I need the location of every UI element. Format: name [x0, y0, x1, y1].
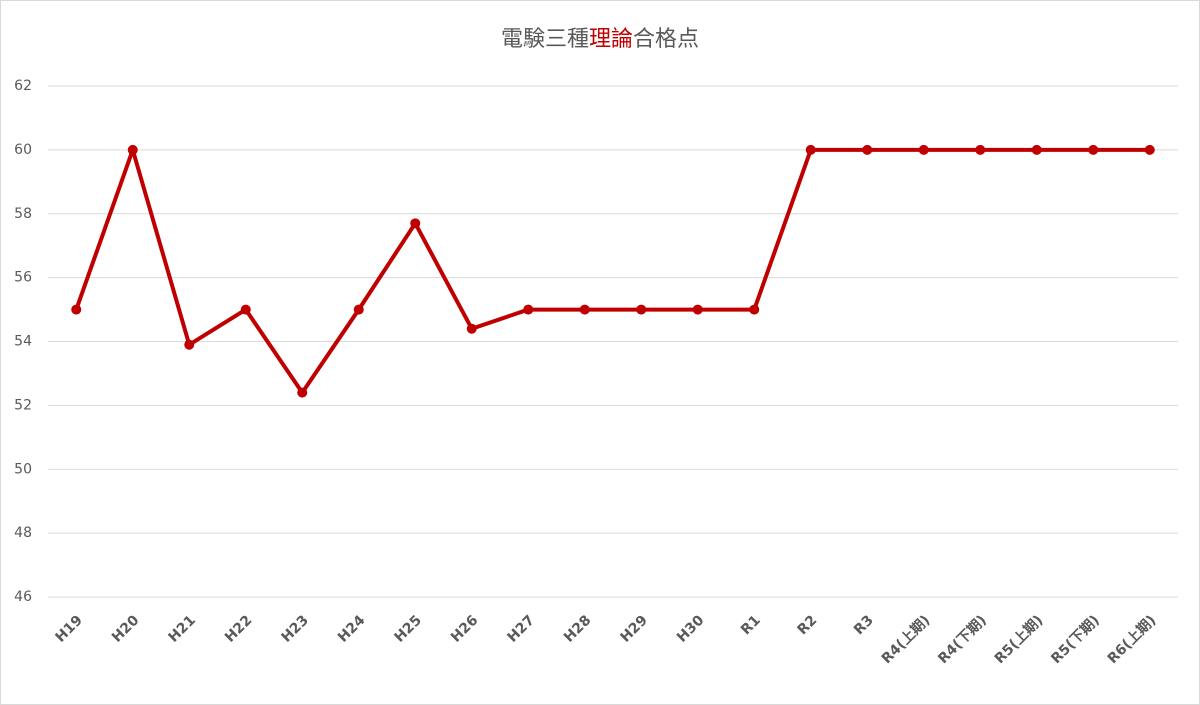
- point: [240, 304, 251, 315]
- point: [353, 304, 364, 315]
- y-tick-label: 54: [14, 334, 32, 350]
- point: [749, 304, 760, 315]
- y-tick-label: 56: [14, 270, 32, 286]
- point: [410, 218, 421, 229]
- y-tick-label: 48: [14, 525, 32, 541]
- y-tick-label: 50: [14, 461, 32, 477]
- point: [805, 144, 816, 155]
- point: [975, 144, 986, 155]
- point: [127, 144, 138, 155]
- point: [636, 304, 647, 315]
- point: [523, 304, 534, 315]
- point: [579, 304, 590, 315]
- title-part: 電験三種: [501, 27, 589, 52]
- title-part: 合格点: [633, 27, 699, 52]
- point: [71, 304, 82, 315]
- point: [1144, 144, 1155, 155]
- y-tick-label: 58: [14, 206, 32, 222]
- chart-title: 電験三種理論合格点: [501, 27, 699, 52]
- point: [297, 387, 308, 398]
- point: [1031, 144, 1042, 155]
- title-part: 理論: [589, 27, 633, 52]
- line: [74, 147, 1150, 395]
- point: [862, 144, 873, 155]
- point: [1088, 144, 1099, 155]
- y-tick-label: 60: [14, 142, 32, 158]
- point: [918, 144, 929, 155]
- point: [692, 304, 703, 315]
- point: [466, 323, 477, 334]
- y-tick-label: 62: [14, 78, 32, 94]
- y-tick-label: 46: [14, 589, 32, 605]
- point: [184, 339, 195, 350]
- y-tick-label: 52: [14, 397, 32, 413]
